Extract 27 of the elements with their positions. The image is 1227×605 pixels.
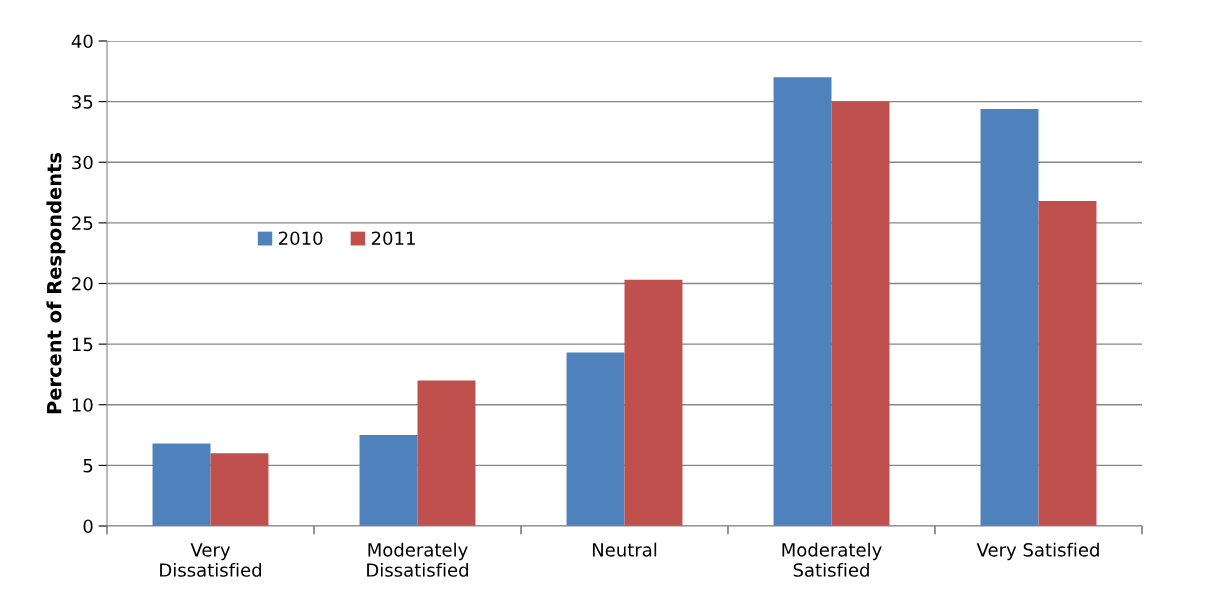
- x-tick-label: Moderately Dissatisfied: [367, 542, 468, 577]
- bar: [210, 453, 269, 526]
- bar: [417, 380, 476, 526]
- legend-label: 2010: [278, 231, 323, 246]
- legend-label: 2011: [371, 231, 415, 246]
- y-axis-title: Percent of Respondents: [46, 152, 66, 414]
- x-tick-label: Moderately Satisfied: [782, 542, 882, 577]
- bar: [566, 352, 625, 526]
- bar: [624, 279, 683, 526]
- bar: [359, 435, 418, 526]
- y-tick-label: 5: [83, 459, 93, 473]
- bar: [152, 443, 211, 526]
- x-tick-label: Very Satisfied: [976, 542, 1099, 561]
- x-tick-label: Neutral: [592, 542, 657, 557]
- y-tick-label: 10: [72, 398, 93, 412]
- bar: [773, 77, 832, 526]
- bar: [980, 108, 1039, 526]
- y-tick-label: 0: [83, 519, 93, 534]
- y-tick-label: 40: [71, 34, 93, 49]
- y-tick-label: 20: [72, 276, 93, 291]
- y-tick-label: 25: [72, 216, 93, 230]
- bar: [1038, 201, 1097, 526]
- x-tick-label: Very Dissatisfied: [160, 543, 261, 577]
- y-tick-label: 30: [72, 155, 93, 170]
- bar: [831, 101, 890, 526]
- y-tick-label: 35: [72, 95, 93, 109]
- y-tick-label: 15: [72, 337, 93, 352]
